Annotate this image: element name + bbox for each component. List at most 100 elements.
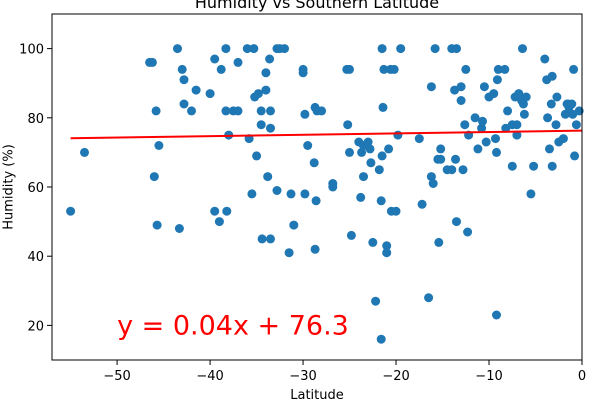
data-point [545,144,554,154]
y-tick-label: 80 [27,112,44,127]
data-point [452,44,461,54]
data-point [187,106,196,116]
data-point [379,64,389,74]
data-point [365,144,375,154]
x-axis-ticks: −50 −40 −30 −20 −10 0 [103,360,586,384]
data-point [518,99,528,109]
regression-equation-annotation: y = 0.04x + 76.3 [117,310,349,341]
data-point [317,106,327,116]
data-point [430,44,440,54]
data-point [452,217,461,227]
y-axis-label: Humidity (%) [2,144,17,230]
x-tick-label: 0 [578,369,586,384]
data-point [473,144,483,154]
data-point [551,120,561,130]
data-point [547,161,557,171]
data-point [253,89,263,99]
y-tick-label: 60 [27,181,44,196]
data-points [66,44,584,344]
data-point [356,192,366,202]
data-point [256,106,266,116]
data-point [266,123,275,133]
data-point [368,237,378,247]
data-point [461,64,471,74]
y-tick-label: 40 [27,250,44,265]
data-point [514,89,524,99]
data-point [66,206,76,216]
data-point [265,54,275,64]
data-point [456,82,466,92]
data-point [436,144,446,154]
x-tick-label: −20 [382,369,409,384]
data-point [214,217,224,227]
data-point [80,147,89,157]
data-point [300,109,310,119]
data-point [173,44,182,54]
data-point [436,154,446,164]
data-point [477,123,487,133]
data-point [503,106,513,116]
data-point [426,82,436,92]
data-point [451,154,460,164]
data-point [492,147,501,157]
data-point [519,109,529,119]
data-point [570,151,580,161]
data-point [393,130,403,140]
data-point [376,196,386,206]
data-point [434,237,444,247]
data-point [489,89,499,99]
data-point [221,44,231,54]
data-point [478,116,487,126]
data-point [298,68,308,78]
data-point [266,106,275,116]
data-point [571,120,581,130]
data-point [205,89,215,99]
y-tick-label: 100 [19,43,44,58]
data-point [257,234,267,244]
data-point [540,54,550,64]
data-point [426,172,436,182]
data-point [309,158,319,168]
data-point [261,68,271,78]
data-point [558,134,568,144]
y-axis-ticks: 20 40 60 80 100 [19,43,52,334]
data-point [252,151,262,161]
data-point [377,44,387,54]
data-point [574,106,584,116]
data-point [481,137,491,147]
data-point [371,296,381,306]
data-point [261,85,271,95]
data-point [249,44,259,54]
data-point [366,158,376,168]
data-point [458,165,468,175]
data-point [447,165,457,175]
data-point [303,141,313,150]
data-point [512,130,522,140]
data-point [210,54,220,64]
data-point [177,64,187,74]
data-point [147,57,157,67]
regression-line [70,129,583,140]
data-point [151,106,161,116]
data-point [567,99,577,109]
data-point [389,64,399,74]
data-point [266,234,275,244]
data-point [233,106,243,116]
data-point [492,310,501,320]
data-point [359,172,368,182]
data-point [152,220,162,230]
x-tick-label: −40 [196,369,223,384]
data-point [479,82,489,92]
data-point [417,199,427,209]
data-point [311,196,321,206]
data-point [460,120,470,130]
data-point [396,44,406,54]
data-point [560,109,570,119]
x-tick-label: −30 [289,369,316,384]
data-point [552,92,562,102]
data-point [216,64,226,74]
data-point [547,71,557,81]
data-point [424,293,434,303]
data-point [289,220,299,230]
data-point [210,206,220,216]
